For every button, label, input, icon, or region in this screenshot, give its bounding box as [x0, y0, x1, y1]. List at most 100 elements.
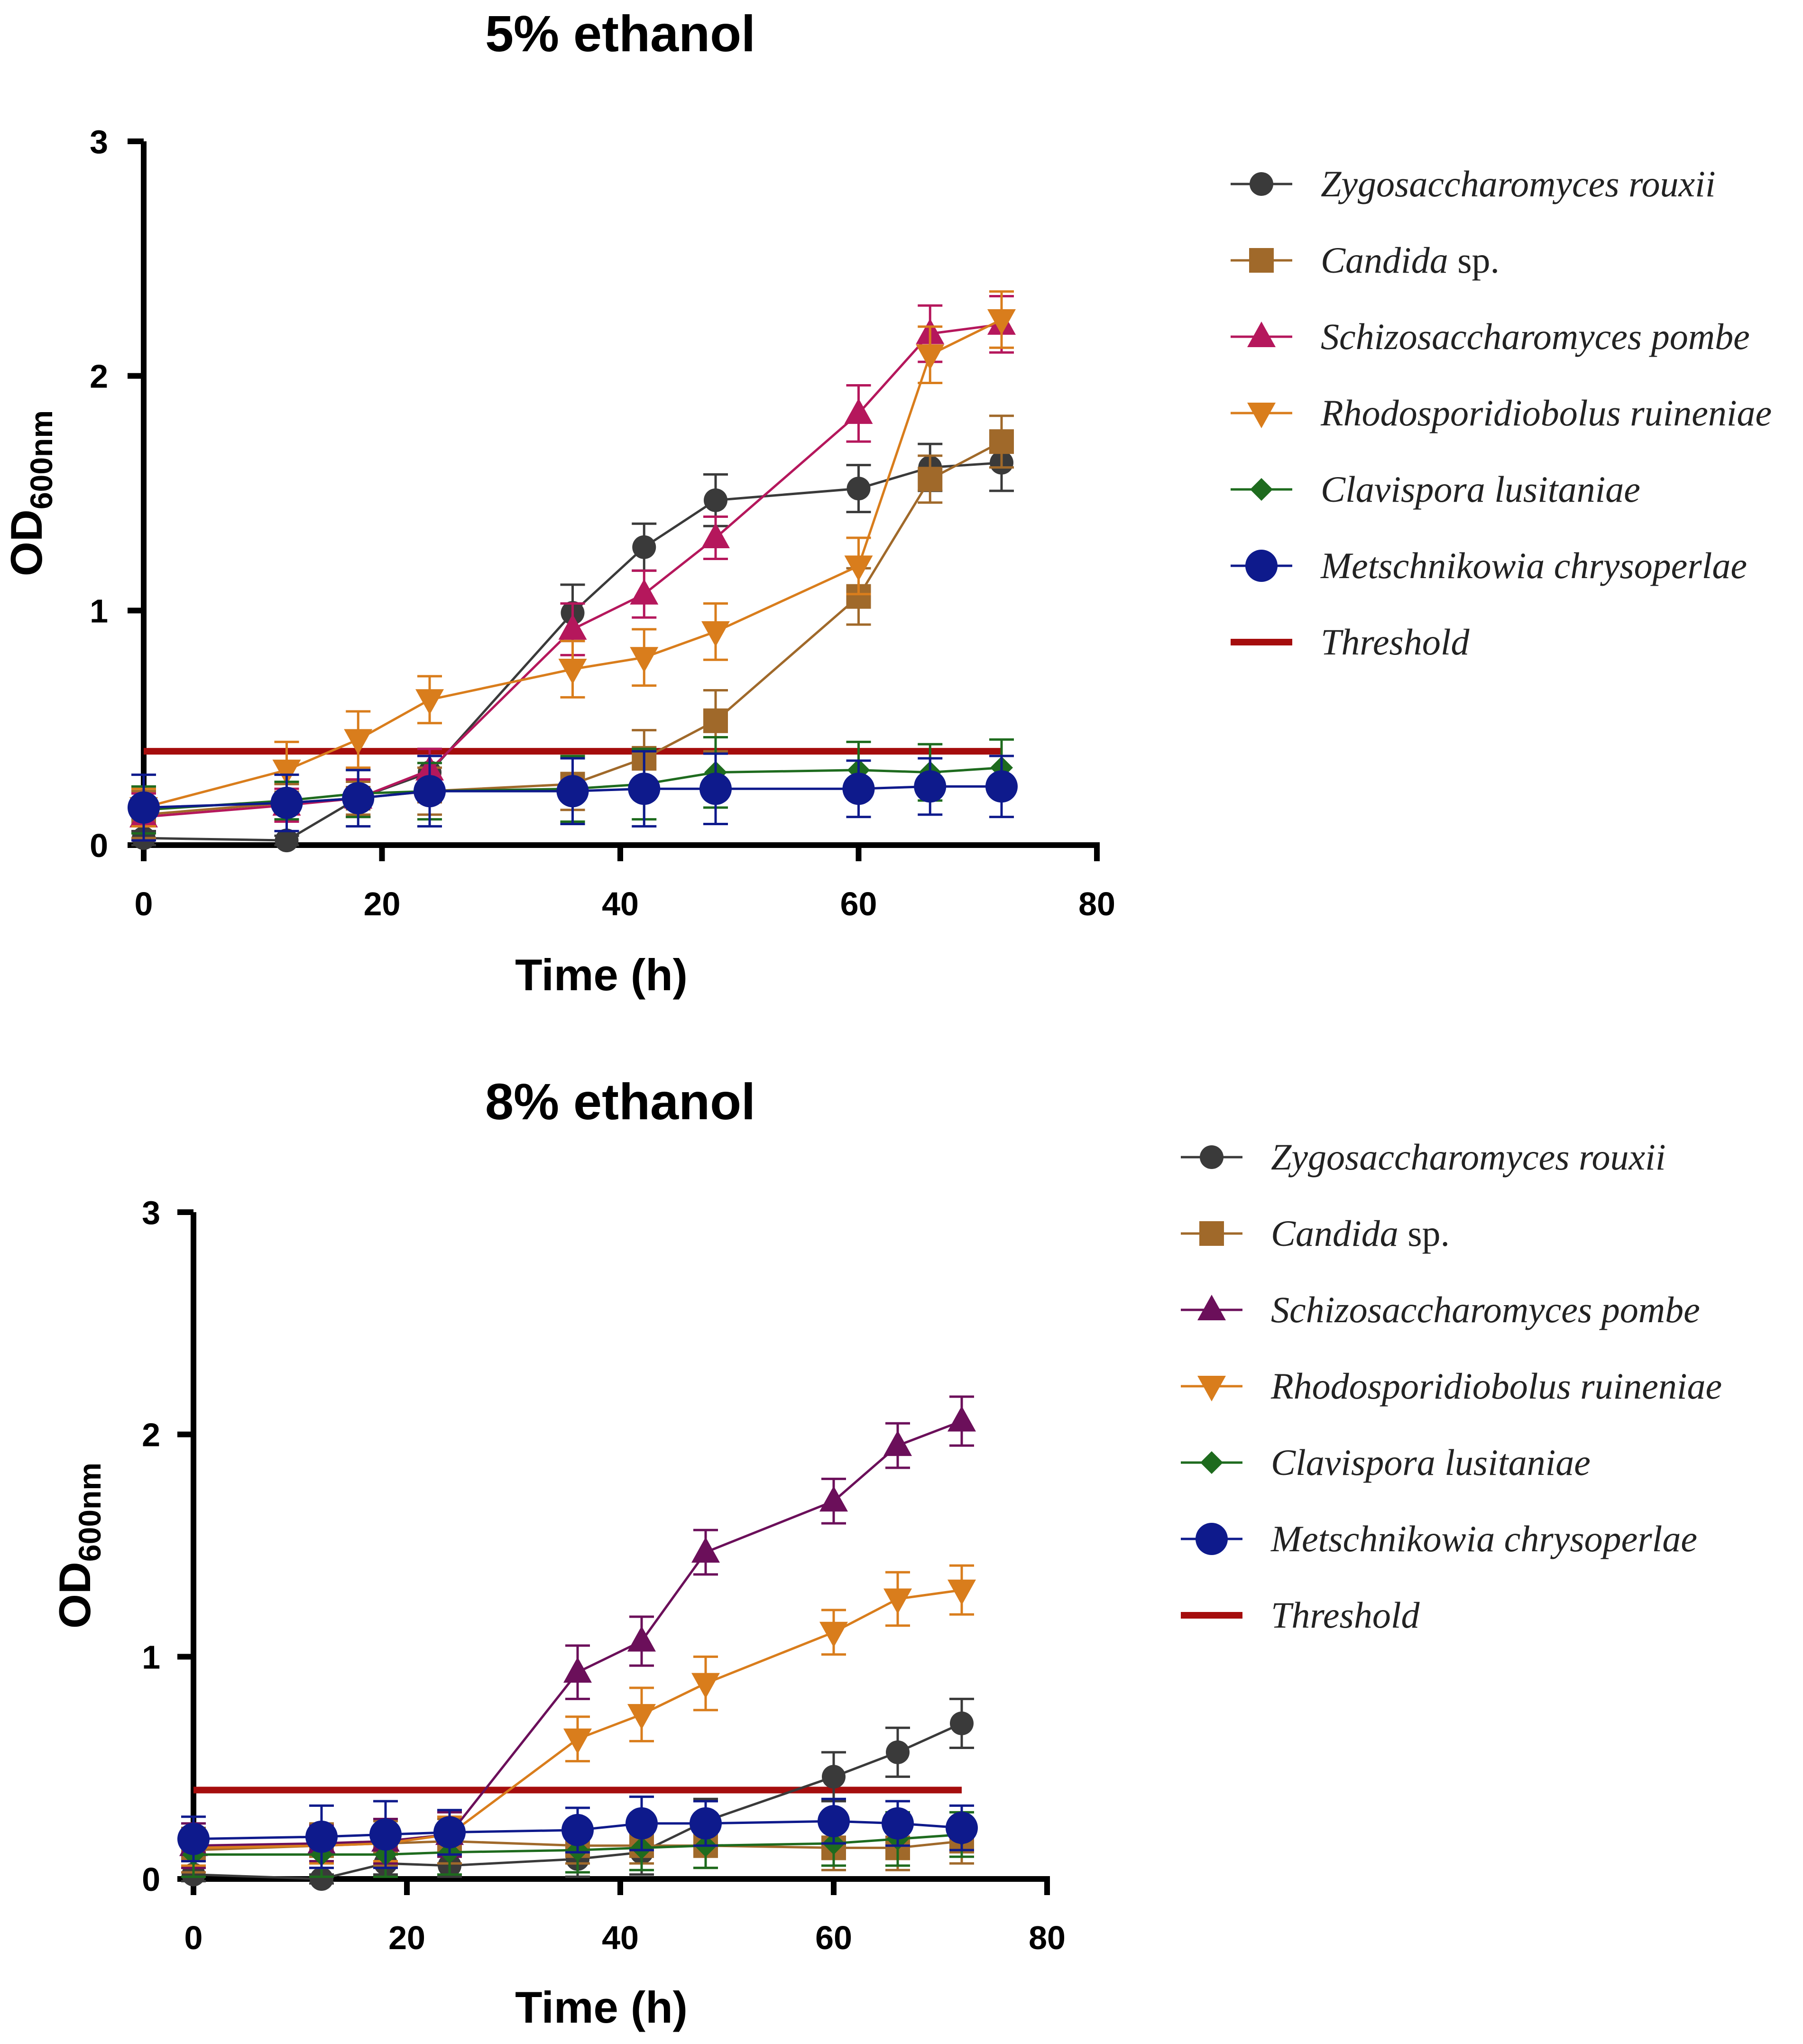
y-axis-label-subscript: 600nm: [72, 1463, 107, 1562]
legend-label-italic: Schizosaccharomyces pombe: [1321, 316, 1750, 357]
data-point: [128, 791, 160, 824]
data-point: [886, 1740, 910, 1764]
series-metschnikowia-chrysoperlae: [128, 750, 1018, 842]
data-point: [844, 555, 873, 581]
legend-label: Clavispora lusitaniae: [1271, 1442, 1591, 1483]
y-axis-label: OD600nm: [50, 1463, 107, 1629]
data-point: [819, 1486, 848, 1512]
x-tick-label: 20: [364, 885, 401, 922]
x-tick-label: 40: [602, 1919, 639, 1956]
series-line: [193, 1722, 963, 1880]
x-tick-label: 80: [1029, 1919, 1066, 1956]
data-point: [433, 1816, 466, 1849]
legend-label-italic: Clavispora lusitaniae: [1271, 1442, 1591, 1483]
data-point: [556, 775, 589, 808]
x-axis-label: Time (h): [515, 1982, 688, 2032]
y-axis-label-main: OD: [1, 509, 51, 576]
legend-label: Metschnikowia chrysoperlae: [1320, 545, 1747, 586]
data-point: [918, 467, 943, 492]
data-point: [626, 1807, 658, 1840]
y-tick-label: 3: [90, 123, 108, 160]
data-point: [819, 1621, 848, 1648]
y-tick-label: 1: [90, 592, 108, 629]
data-point: [883, 1430, 912, 1456]
legend-label-upright: sp.: [1448, 239, 1499, 281]
legend-entry: Zygosaccharomyces rouxii: [1181, 1136, 1666, 1178]
data-point: [946, 1812, 978, 1844]
legend-label: Candida sp.: [1271, 1213, 1450, 1254]
y-axis-label-main: OD: [50, 1562, 100, 1629]
data-point: [558, 614, 587, 640]
data-point: [561, 1814, 594, 1846]
series-line: [143, 766, 1002, 811]
data-point: [630, 647, 659, 673]
legend-entry: Metschnikowia chrysoperlae: [1231, 545, 1747, 586]
legend-label: Zygosaccharomyces rouxii: [1271, 1136, 1666, 1178]
data-point: [344, 729, 373, 755]
data-point: [342, 782, 375, 815]
y-tick-label: 1: [142, 1639, 160, 1676]
data-point: [947, 1406, 976, 1432]
y-tick-label: 2: [90, 358, 108, 395]
legend-label-italic: Metschnikowia chrysoperlae: [1320, 545, 1747, 586]
legend-marker: [1197, 1376, 1226, 1401]
legend-label-italic: Rhodosporidiobolus ruineniae: [1270, 1365, 1722, 1407]
chart-5-percent-ethanol: 5% ethanol 0 20 40 60 80 0 1 2 3 Time (h) OD600nm Zy…: [1, 5, 1772, 1000]
x-tick-label: 40: [602, 885, 639, 922]
legend-marker: [1200, 1451, 1223, 1474]
legend-marker: [1196, 1523, 1228, 1555]
legend-label: Rhodosporidiobolus ruineniae: [1320, 392, 1772, 433]
x-tick-label: 60: [840, 885, 877, 922]
legend-entry: Clavispora lusitaniae: [1181, 1442, 1591, 1483]
data-point: [883, 1588, 912, 1614]
data-point: [846, 477, 871, 501]
legend-label-italic: Rhodosporidiobolus ruineniae: [1320, 392, 1772, 433]
data-point: [701, 621, 730, 647]
legend-entry: Schizosaccharomyces pombe: [1181, 1289, 1700, 1330]
data-point: [310, 1867, 333, 1891]
legend-label: Rhodosporidiobolus ruineniae: [1270, 1365, 1722, 1407]
data-point: [691, 1673, 720, 1699]
series-line: [193, 1820, 962, 1841]
data-point: [563, 1657, 592, 1683]
legend-entry: Candida sp.: [1181, 1213, 1450, 1254]
chart-8-percent-ethanol: 8% ethanol 0 20 40 60 80 0 1 2 3 Time (h) OD600nm Zy…: [50, 1073, 1722, 2032]
data-point: [914, 770, 947, 803]
x-tick-label: 0: [184, 1919, 203, 1956]
series-line: [143, 461, 1002, 842]
legend-label-italic: Metschnikowia chrysoperlae: [1270, 1518, 1697, 1559]
data-point: [989, 429, 1014, 454]
legend-label: Metschnikowia chrysoperlae: [1270, 1518, 1697, 1559]
legend-label: Schizosaccharomyces pombe: [1271, 1289, 1700, 1330]
series-line: [193, 1420, 962, 1847]
series-line: [143, 318, 1003, 809]
legend-entry: Threshold: [1231, 621, 1470, 663]
legend-marker: [1200, 1145, 1223, 1169]
x-tick-label: 20: [388, 1919, 425, 1956]
x-tick-label: 80: [1078, 885, 1115, 922]
legend-marker: [1250, 172, 1273, 196]
data-point: [701, 522, 730, 548]
data-point: [690, 1807, 722, 1840]
data-point: [275, 829, 299, 853]
legend-entry: Candida sp.: [1231, 239, 1499, 281]
legend-entry: Schizosaccharomyces pombe: [1231, 316, 1750, 357]
data-point: [632, 535, 656, 559]
legend-label-upright: sp.: [1398, 1213, 1450, 1254]
y-tick-label: 3: [142, 1194, 160, 1231]
series-line: [143, 785, 1002, 809]
chart-title: 5% ethanol: [485, 5, 755, 62]
data-point: [305, 1820, 338, 1853]
legend-label-italic: Zygosaccharomyces rouxii: [1321, 163, 1716, 204]
series-metschnikowia-chrysoperlae: [177, 1795, 978, 1869]
legend-marker: [1247, 322, 1276, 347]
legend-label: Schizosaccharomyces pombe: [1321, 316, 1750, 357]
legend-label-italic: Schizosaccharomyces pombe: [1271, 1289, 1700, 1330]
y-tick-label: 2: [142, 1417, 160, 1454]
data-point: [947, 1579, 976, 1605]
data-point: [703, 708, 728, 733]
x-tick-label: 60: [815, 1919, 852, 1956]
data-point: [704, 488, 727, 512]
data-point: [177, 1823, 210, 1855]
